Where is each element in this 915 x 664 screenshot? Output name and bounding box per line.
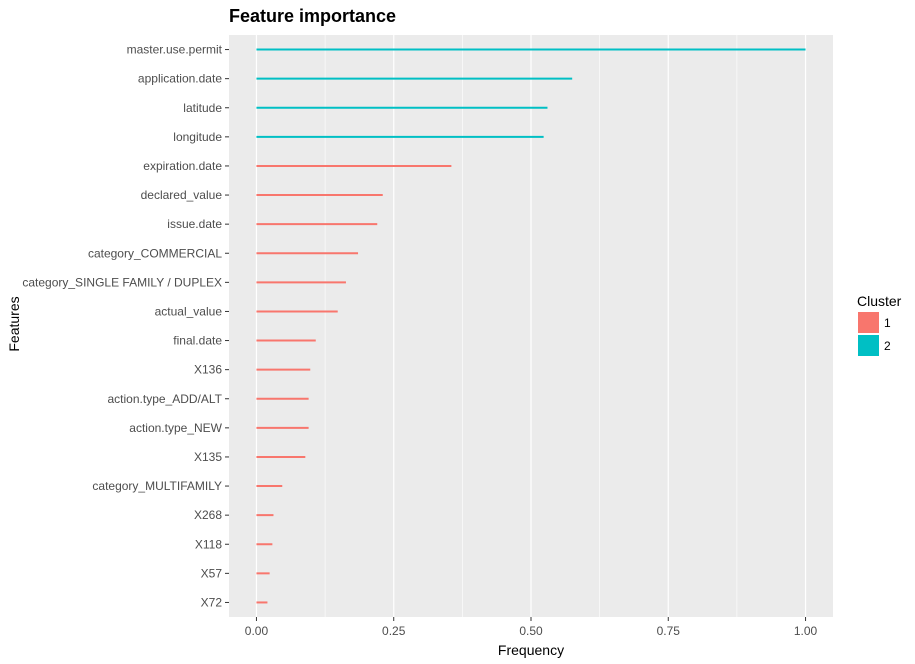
y-tick-label: action.type_ADD/ALT: [108, 392, 223, 406]
legend-title: Cluster: [857, 293, 902, 309]
x-axis-title: Frequency: [498, 642, 564, 658]
legend-key-cluster-2: [858, 335, 879, 356]
x-tick-label: 1.00: [794, 624, 818, 638]
y-tick-label: master.use.permit: [127, 43, 223, 57]
y-tick-label: category_SINGLE FAMILY / DUPLEX: [22, 275, 222, 289]
y-tick-label: X136: [194, 363, 222, 377]
y-tick-label: X135: [194, 450, 222, 464]
bar-series: [256, 48, 806, 604]
y-axis-title: Features: [6, 296, 22, 351]
y-tick-label: action.type_NEW: [129, 421, 222, 435]
legend-key-cluster-1: [858, 312, 879, 333]
y-tick-label: actual_value: [155, 304, 223, 318]
legend-label-cluster-2: 2: [884, 339, 891, 353]
x-tick-label: 0.25: [382, 624, 406, 638]
x-tick-label: 0.00: [245, 624, 269, 638]
y-tick-label: X72: [201, 595, 223, 609]
y-tick-label: final.date: [173, 334, 222, 348]
y-tick-label: category_COMMERCIAL: [88, 246, 222, 260]
y-tick-label: declared_value: [141, 188, 223, 202]
legend: Cluster 1 2: [857, 293, 902, 356]
x-tick-label: 0.50: [519, 624, 543, 638]
y-tick-label: expiration.date: [143, 159, 222, 173]
legend-label-cluster-1: 1: [884, 316, 891, 330]
x-axis-tick-labels: 0.00 0.25 0.50 0.75 1.00: [245, 617, 818, 638]
y-tick-label: X118: [195, 537, 222, 551]
y-tick-label: application.date: [138, 72, 222, 86]
chart-title: Feature importance: [229, 6, 396, 26]
y-tick-label: category_MULTIFAMILY: [92, 479, 222, 493]
y-tick-label: issue.date: [167, 217, 222, 231]
x-tick-label: 0.75: [657, 624, 681, 638]
y-tick-label: X57: [201, 566, 223, 580]
gridlines: [255, 35, 807, 617]
y-tick-label: longitude: [173, 130, 222, 144]
y-tick-label: latitude: [183, 101, 222, 115]
y-axis-tick-labels: master.use.permit application.date latitud…: [22, 43, 229, 609]
y-tick-label: X268: [194, 508, 222, 522]
